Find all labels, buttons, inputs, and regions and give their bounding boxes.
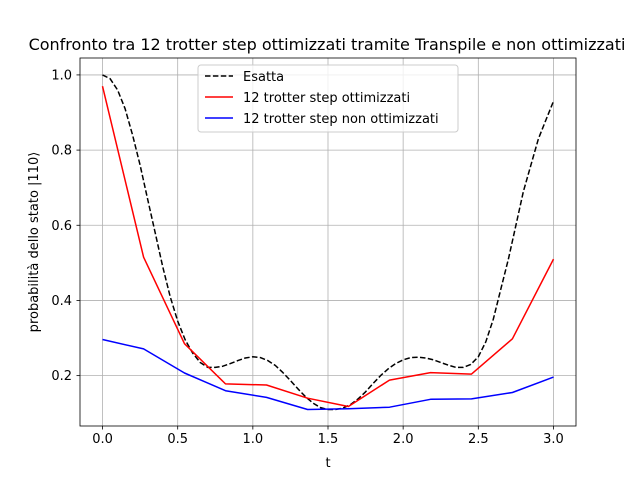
x-tick-label: 3.0 [543,432,564,447]
series-line-non-ottimizzati [102,338,554,411]
y-tick-label: 0.2 [51,369,72,384]
legend-box [197,64,459,133]
legend-label-esatta: Esatta [243,70,284,85]
series-layer [101,74,555,411]
x-tick-label: 0.0 [92,432,113,447]
x-axis: 0.0 0.5 1.0 1.5 2.0 2.5 3.0 [92,426,564,447]
series-line-ottimizzati [101,86,555,408]
x-tick-label: 2.0 [393,432,414,447]
y-axis-label: probabilità dello stato |110⟩ [27,152,42,333]
x-tick-label: 1.5 [318,432,339,447]
legend-label-ottimizzati: 12 trotter step ottimizzati [243,91,410,106]
x-tick-label: 1.0 [243,432,264,447]
x-tick-label: 2.5 [468,432,489,447]
legend-label-non-ottimizzati: 12 trotter step non ottimizzati [243,112,439,127]
x-axis-label: t [325,456,330,471]
y-tick-label: 0.4 [51,294,72,309]
y-tick-label: 0.6 [51,219,72,234]
y-axis: 0.2 0.4 0.6 0.8 1.0 [51,68,80,384]
legend: Esatta 12 trotter step ottimizzati 12 tr… [197,64,459,133]
x-tick-label: 0.5 [167,432,188,447]
y-tick-label: 1.0 [51,68,72,83]
y-tick-label: 0.8 [51,144,72,159]
chart-title: Confronto tra 12 trotter step ottimizzat… [29,35,626,54]
